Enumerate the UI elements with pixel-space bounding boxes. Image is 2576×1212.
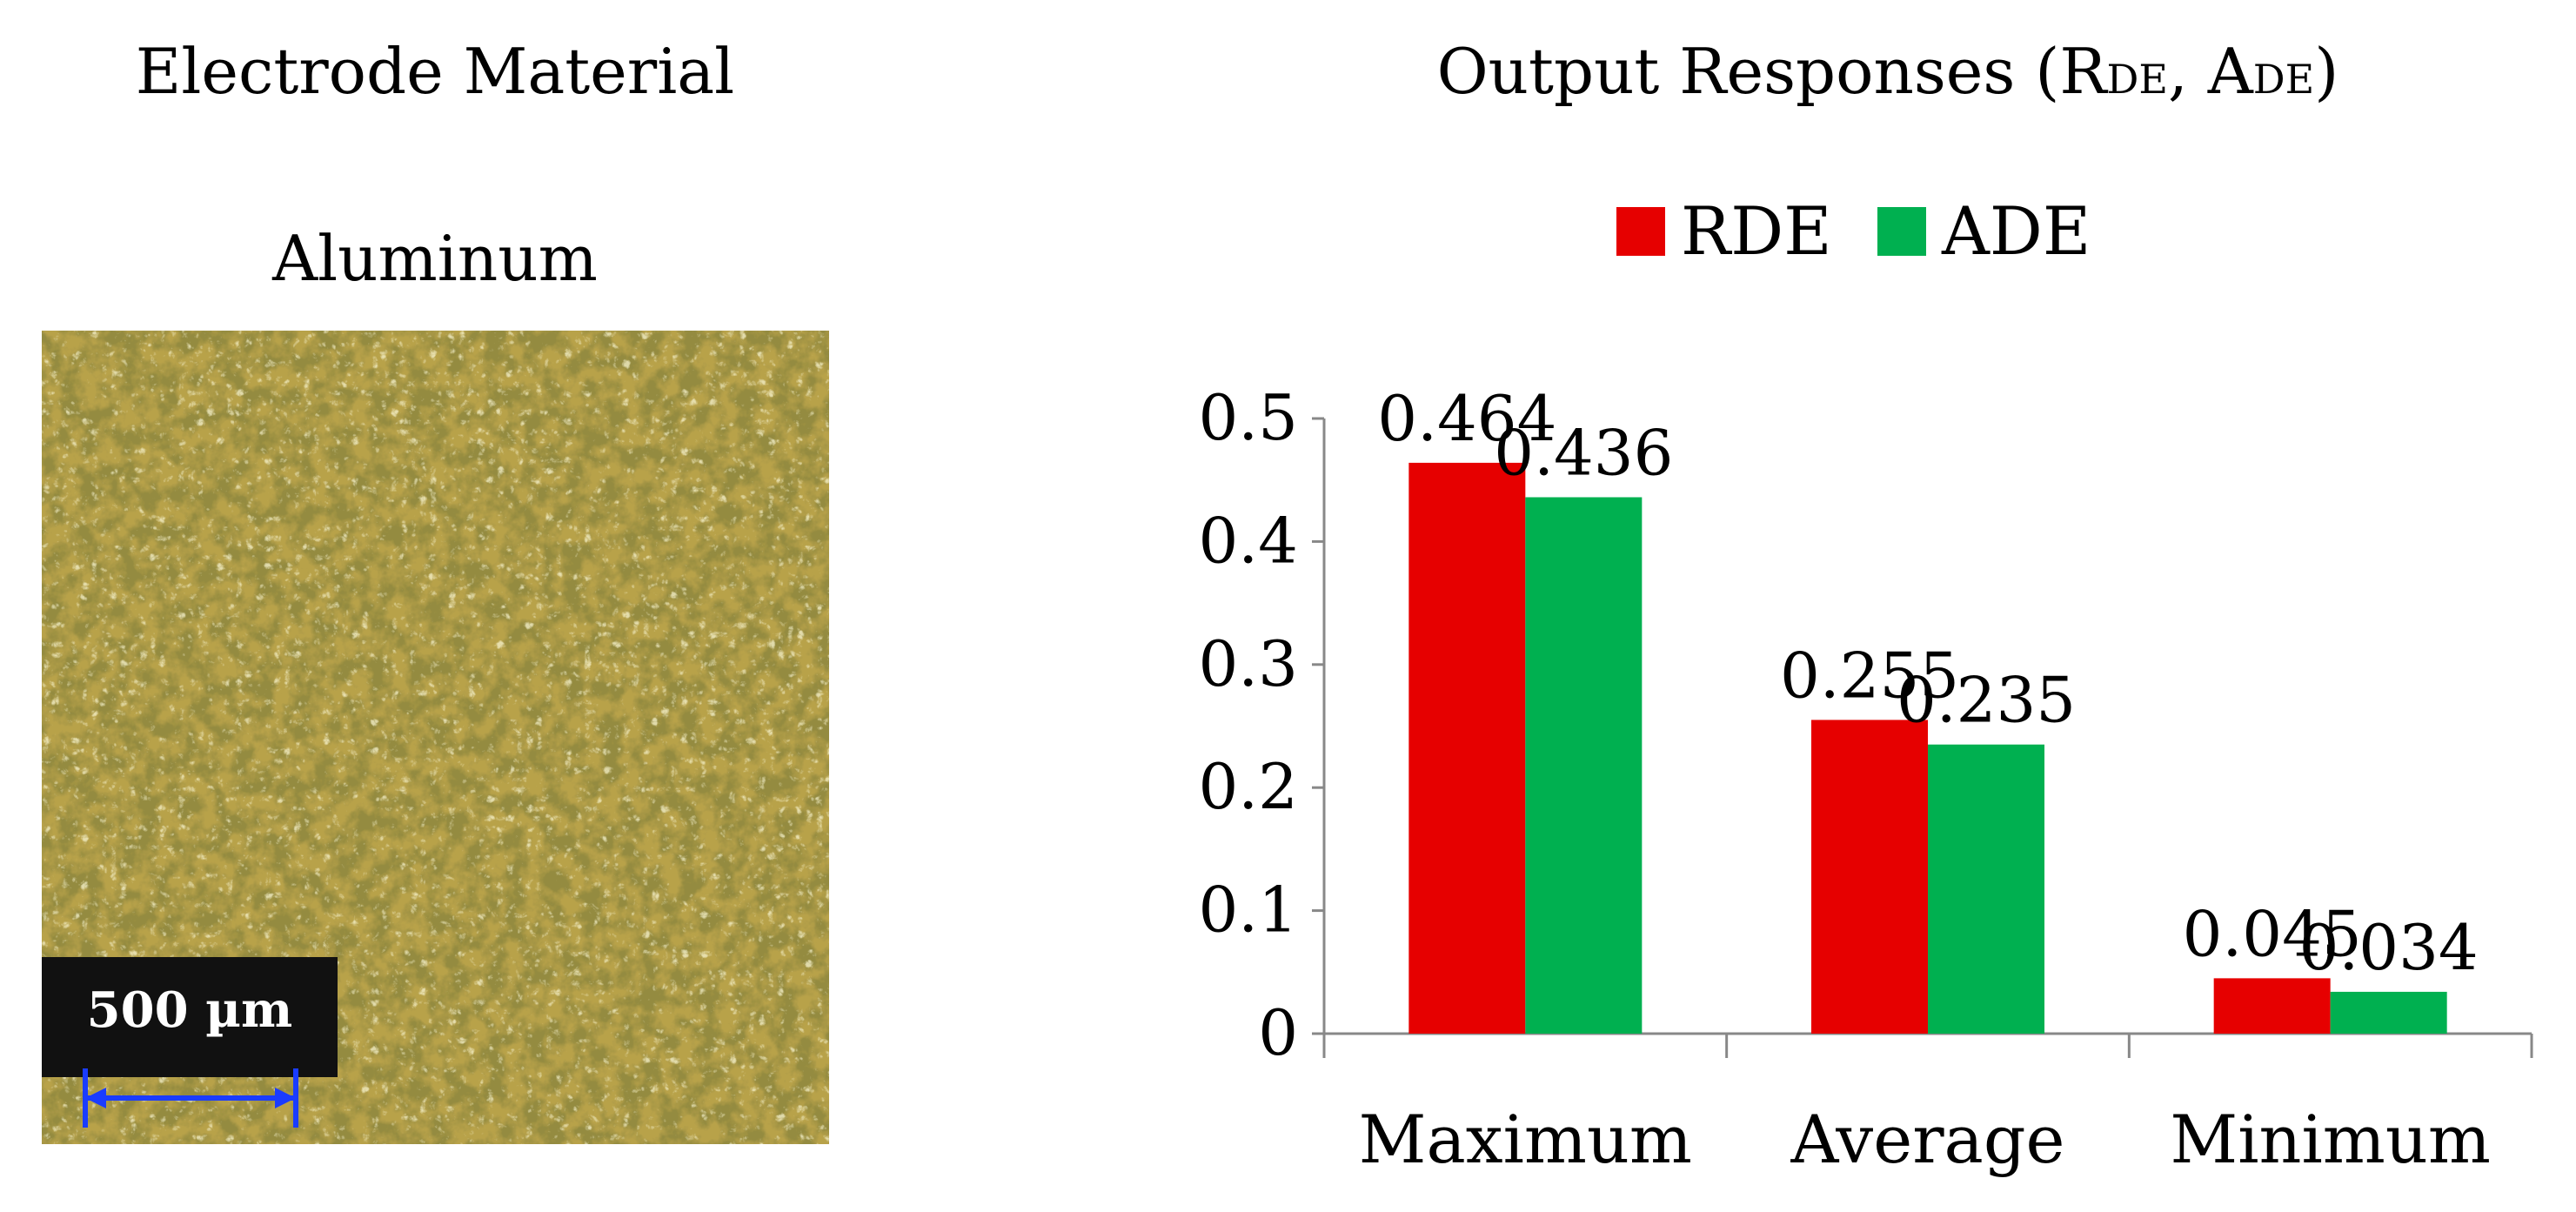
- y-tick-label: 0: [1258, 996, 1298, 1069]
- heading-mid: , A: [2168, 35, 2253, 108]
- x-category-label: Average: [1790, 1101, 2065, 1178]
- electrode-material-heading: Electrode Material: [135, 35, 735, 108]
- y-tick-label: 0.5: [1198, 381, 1298, 454]
- bar-rde: [1811, 720, 1928, 1034]
- legend-swatch-ade: [1877, 207, 1926, 256]
- legend: RDE ADE: [1616, 192, 2091, 270]
- scale-bar-right-arrow: [275, 1088, 296, 1108]
- data-label-ade: 0.436: [1494, 416, 1673, 489]
- heading-suffix: ): [2314, 35, 2339, 108]
- data-label-rde: 0.255: [1780, 639, 1959, 712]
- scale-bar-background: [42, 957, 338, 1077]
- legend-swatch-rde: [1616, 207, 1665, 256]
- heading-prefix: Output Responses (R: [1436, 35, 2107, 108]
- x-category-label: Minimum: [2170, 1101, 2490, 1178]
- legend-label-rde: RDE: [1681, 192, 1832, 270]
- data-label-rde: 0.464: [1377, 382, 1556, 455]
- scale-bar-left-arrow: [85, 1088, 106, 1108]
- y-tick-label: 0.2: [1198, 750, 1298, 823]
- data-label-ade: 0.034: [2299, 911, 2479, 984]
- heading-subscript-rde: DE: [2106, 56, 2168, 103]
- x-axis: Maximum Average Minimum: [1322, 1032, 2533, 1178]
- bar-rde: [1408, 462, 1526, 1034]
- y-tick-label: 0.4: [1198, 504, 1298, 577]
- bar-ade: [1525, 497, 1643, 1034]
- heading-subscript-ade: DE: [2252, 56, 2315, 103]
- bar-ade: [1928, 744, 2044, 1034]
- scale-bar-label: 500 µm: [87, 981, 293, 1039]
- bars-group: 0.464 0.255 0.045 0.436 0.235 0.034: [1377, 382, 2479, 1034]
- micrograph-image: 500 µm: [42, 331, 829, 1144]
- bar-ade: [2330, 991, 2447, 1034]
- aluminum-micrograph: 500 µm: [42, 331, 829, 1144]
- output-responses-heading: Output Responses (RDE, ADE): [1288, 35, 2488, 108]
- legend-label-ade: ADE: [1941, 192, 2091, 270]
- data-label-ade: 0.235: [1897, 664, 2076, 737]
- y-axis: 0 0.1 0.2 0.3 0.4 0.5: [1198, 381, 1326, 1069]
- y-tick-label: 0.3: [1198, 627, 1298, 700]
- y-tick-label: 0.1: [1198, 874, 1298, 947]
- material-name-label: Aluminum: [272, 222, 598, 295]
- bar-rde: [2213, 978, 2331, 1034]
- data-label-rde: 0.045: [2183, 897, 2362, 970]
- x-category-label: Maximum: [1359, 1101, 1692, 1178]
